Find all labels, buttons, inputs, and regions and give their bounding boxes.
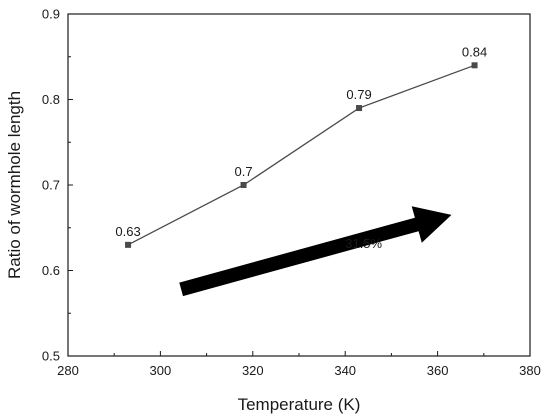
y-tick-label: 0.7 — [42, 178, 60, 193]
series-line — [127, 64, 475, 246]
data-point — [240, 182, 247, 188]
data-point — [125, 241, 132, 248]
y-tick-label: 0.5 — [42, 349, 60, 364]
y-tick-label: 0.8 — [42, 92, 60, 107]
data-point — [356, 105, 363, 112]
trend-arrow — [179, 206, 452, 297]
x-tick-label: 360 — [427, 363, 449, 378]
y-tick-label: 0.9 — [42, 7, 60, 22]
arrow-shape — [179, 206, 452, 297]
data-label: 0.63 — [115, 224, 140, 239]
x-tick-label: 300 — [150, 363, 172, 378]
data-label: 0.7 — [235, 164, 253, 179]
x-tick-label: 280 — [57, 363, 79, 378]
series-layer: 0.63 0.7 0.79 0.84 — [115, 44, 487, 248]
x-axis-label: Temperature (K) — [238, 395, 361, 414]
data-label: 0.79 — [346, 87, 371, 102]
plot-frame — [67, 13, 531, 357]
x-tick-label: 380 — [519, 363, 541, 378]
y-tick-label: 0.6 — [42, 263, 60, 278]
data-point — [471, 62, 478, 69]
data-label: 0.84 — [462, 44, 487, 59]
y-axis-label: Ratio of wormhole length — [5, 91, 24, 279]
axis-ticks — [67, 13, 531, 357]
tick-labels: 280 300 320 340 360 380 0.5 0.6 0.7 0.8 0.9 — [42, 7, 541, 379]
annotation-text: 31.5% — [345, 236, 382, 251]
x-tick-label: 340 — [334, 363, 356, 378]
x-tick-label: 320 — [242, 363, 264, 378]
